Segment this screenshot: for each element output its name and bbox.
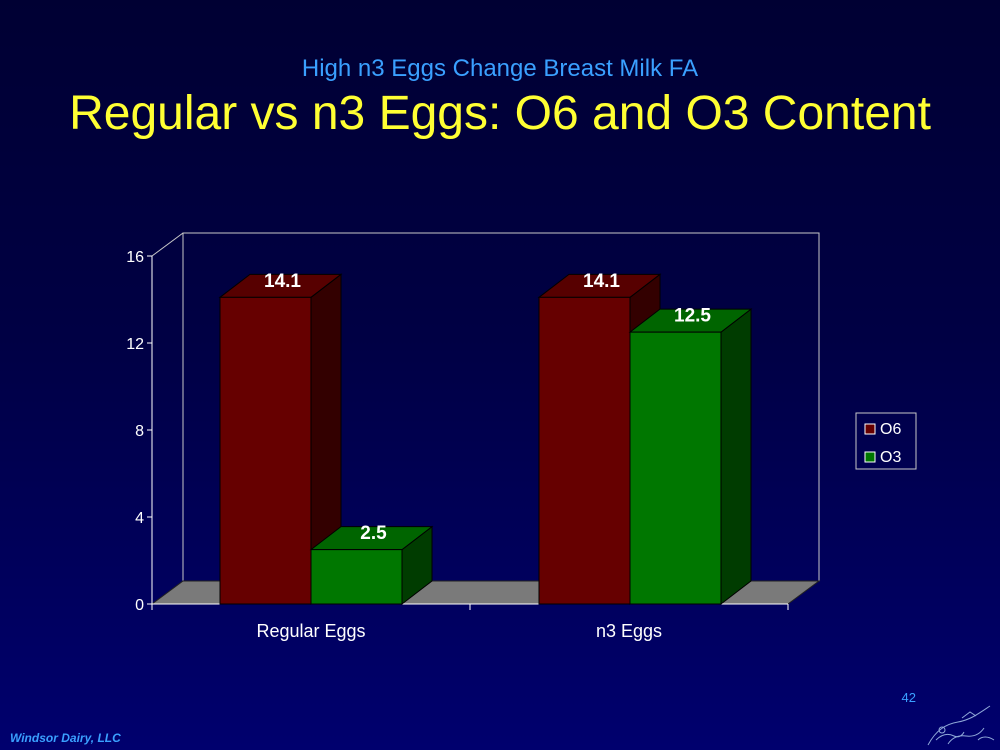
y-axis: 0 4 8 12 16 <box>126 249 153 614</box>
y-tick-label: 16 <box>126 249 144 266</box>
legend: O6 O3 <box>855 412 917 470</box>
page-number: 42 <box>901 690 916 705</box>
legend-swatch-o6 <box>864 423 876 435</box>
bar-front <box>310 549 403 605</box>
y-tick-label: 12 <box>126 336 144 353</box>
data-label-o6-0: 14.1 <box>264 271 301 292</box>
slide-title: Regular vs n3 Eggs: O6 and O3 Content <box>69 87 931 140</box>
bar-o3-1 <box>628 308 753 606</box>
line-art-logo-icon <box>927 705 995 746</box>
data-label-o3-0: 2.5 <box>360 523 387 544</box>
footer-company: Windsor Dairy, LLC <box>10 731 121 745</box>
x-axis: Regular Eggs n3 Eggs <box>151 603 789 641</box>
data-label-o3-1: 12.5 <box>674 306 711 327</box>
y-tick-label: 4 <box>135 510 144 527</box>
legend-label-o3: O3 <box>880 449 901 466</box>
data-labels: 14.1 2.5 14.1 12.5 <box>264 271 711 544</box>
bar-front <box>219 296 312 605</box>
legend-box <box>855 412 917 470</box>
bar-o3-0 <box>309 525 434 606</box>
x-category-label: n3 Eggs <box>596 621 662 641</box>
x-category-label: Regular Eggs <box>256 621 365 641</box>
slide-subtitle: High n3 Eggs Change Breast Milk FA <box>301 55 699 82</box>
bar-front <box>538 296 631 605</box>
legend-swatch-o3 <box>864 451 876 463</box>
side-wall-edge <box>151 232 184 257</box>
bar-o6-0 <box>218 273 343 606</box>
bar-side <box>720 308 752 606</box>
data-label-o6-1: 14.1 <box>583 271 620 292</box>
y-tick-label: 8 <box>135 423 144 440</box>
bars <box>218 273 753 606</box>
bar-front <box>629 331 722 605</box>
legend-label-o6: O6 <box>880 421 901 438</box>
y-tick-label: 0 <box>135 597 144 614</box>
